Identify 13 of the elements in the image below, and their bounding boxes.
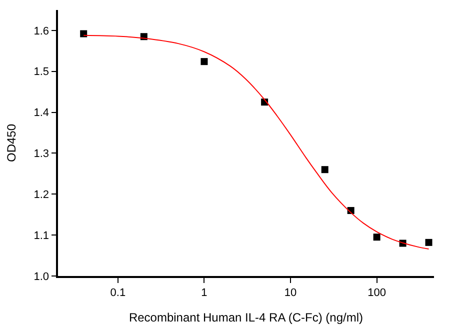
y-axis-title: OD450 [4,124,19,162]
y-tick-label: 1.0 [34,270,50,283]
x-tick-label: 0.1 [110,286,126,299]
y-tick-label: 1.3 [34,148,50,160]
y-tick-label: 1.1 [34,230,50,242]
x-tick-label: 100 [368,286,386,299]
x-axis-title: Recombinant Human IL-4 RA (C-Fc) (ng/ml) [128,310,364,324]
y-tick-label: 1.6 [34,25,50,38]
y-tick-label: 1.5 [34,66,50,78]
y-tick-label: 1.2 [34,189,50,201]
x-tick-label: 10 [284,286,297,299]
y-tick-label: 1.4 [34,107,50,120]
x-tick-label: 1 [201,286,208,299]
